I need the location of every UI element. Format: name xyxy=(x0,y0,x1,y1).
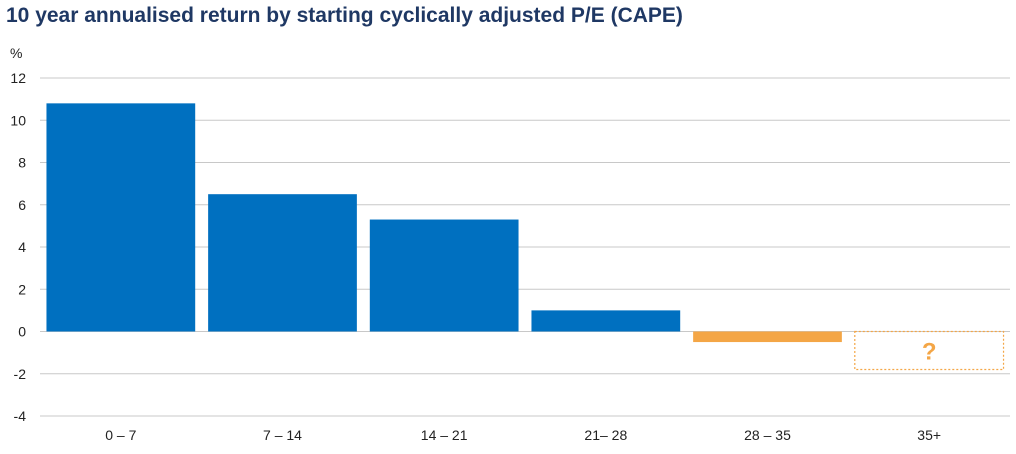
x-category-label: 7 – 14 xyxy=(263,427,302,443)
y-tick-label: -2 xyxy=(14,366,27,382)
y-tick-label: 4 xyxy=(18,239,26,255)
bars: ? xyxy=(46,103,1005,371)
bar xyxy=(531,310,681,332)
x-category-label: 14 – 21 xyxy=(421,427,468,443)
y-axis-unit-label: % xyxy=(10,45,22,61)
gridlines xyxy=(40,77,1010,417)
bar xyxy=(369,219,519,332)
y-tick-label: 0 xyxy=(18,324,26,340)
unknown-value-marker: ? xyxy=(922,339,937,366)
y-tick-label: 10 xyxy=(10,112,26,128)
y-tick-label: 8 xyxy=(18,155,26,171)
unknown-bar-placeholder xyxy=(854,330,1005,371)
x-category-label: 35+ xyxy=(917,427,941,443)
x-category-label: 28 – 35 xyxy=(744,427,791,443)
y-tick-label: -4 xyxy=(14,408,27,424)
y-tick-label: 12 xyxy=(10,70,26,86)
bar xyxy=(46,103,196,332)
y-axis-ticks: 12 10 8 6 4 2 0 -2 -4 xyxy=(10,70,26,424)
bar xyxy=(208,194,357,332)
x-axis-labels: 0 – 7 7 – 14 14 – 21 21– 28 28 – 35 35+ xyxy=(105,427,941,443)
x-category-label: 21– 28 xyxy=(584,427,627,443)
x-category-label: 0 – 7 xyxy=(105,427,136,443)
chart-title: 10 year annualised return by starting cy… xyxy=(6,4,683,27)
bar xyxy=(693,331,842,343)
y-tick-label: 6 xyxy=(18,197,26,213)
y-tick-label: 2 xyxy=(18,281,26,297)
